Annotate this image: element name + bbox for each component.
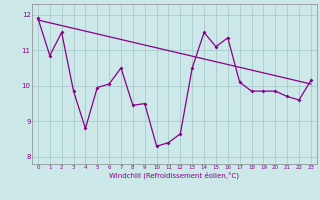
X-axis label: Windchill (Refroidissement éolien,°C): Windchill (Refroidissement éolien,°C) <box>109 171 239 179</box>
